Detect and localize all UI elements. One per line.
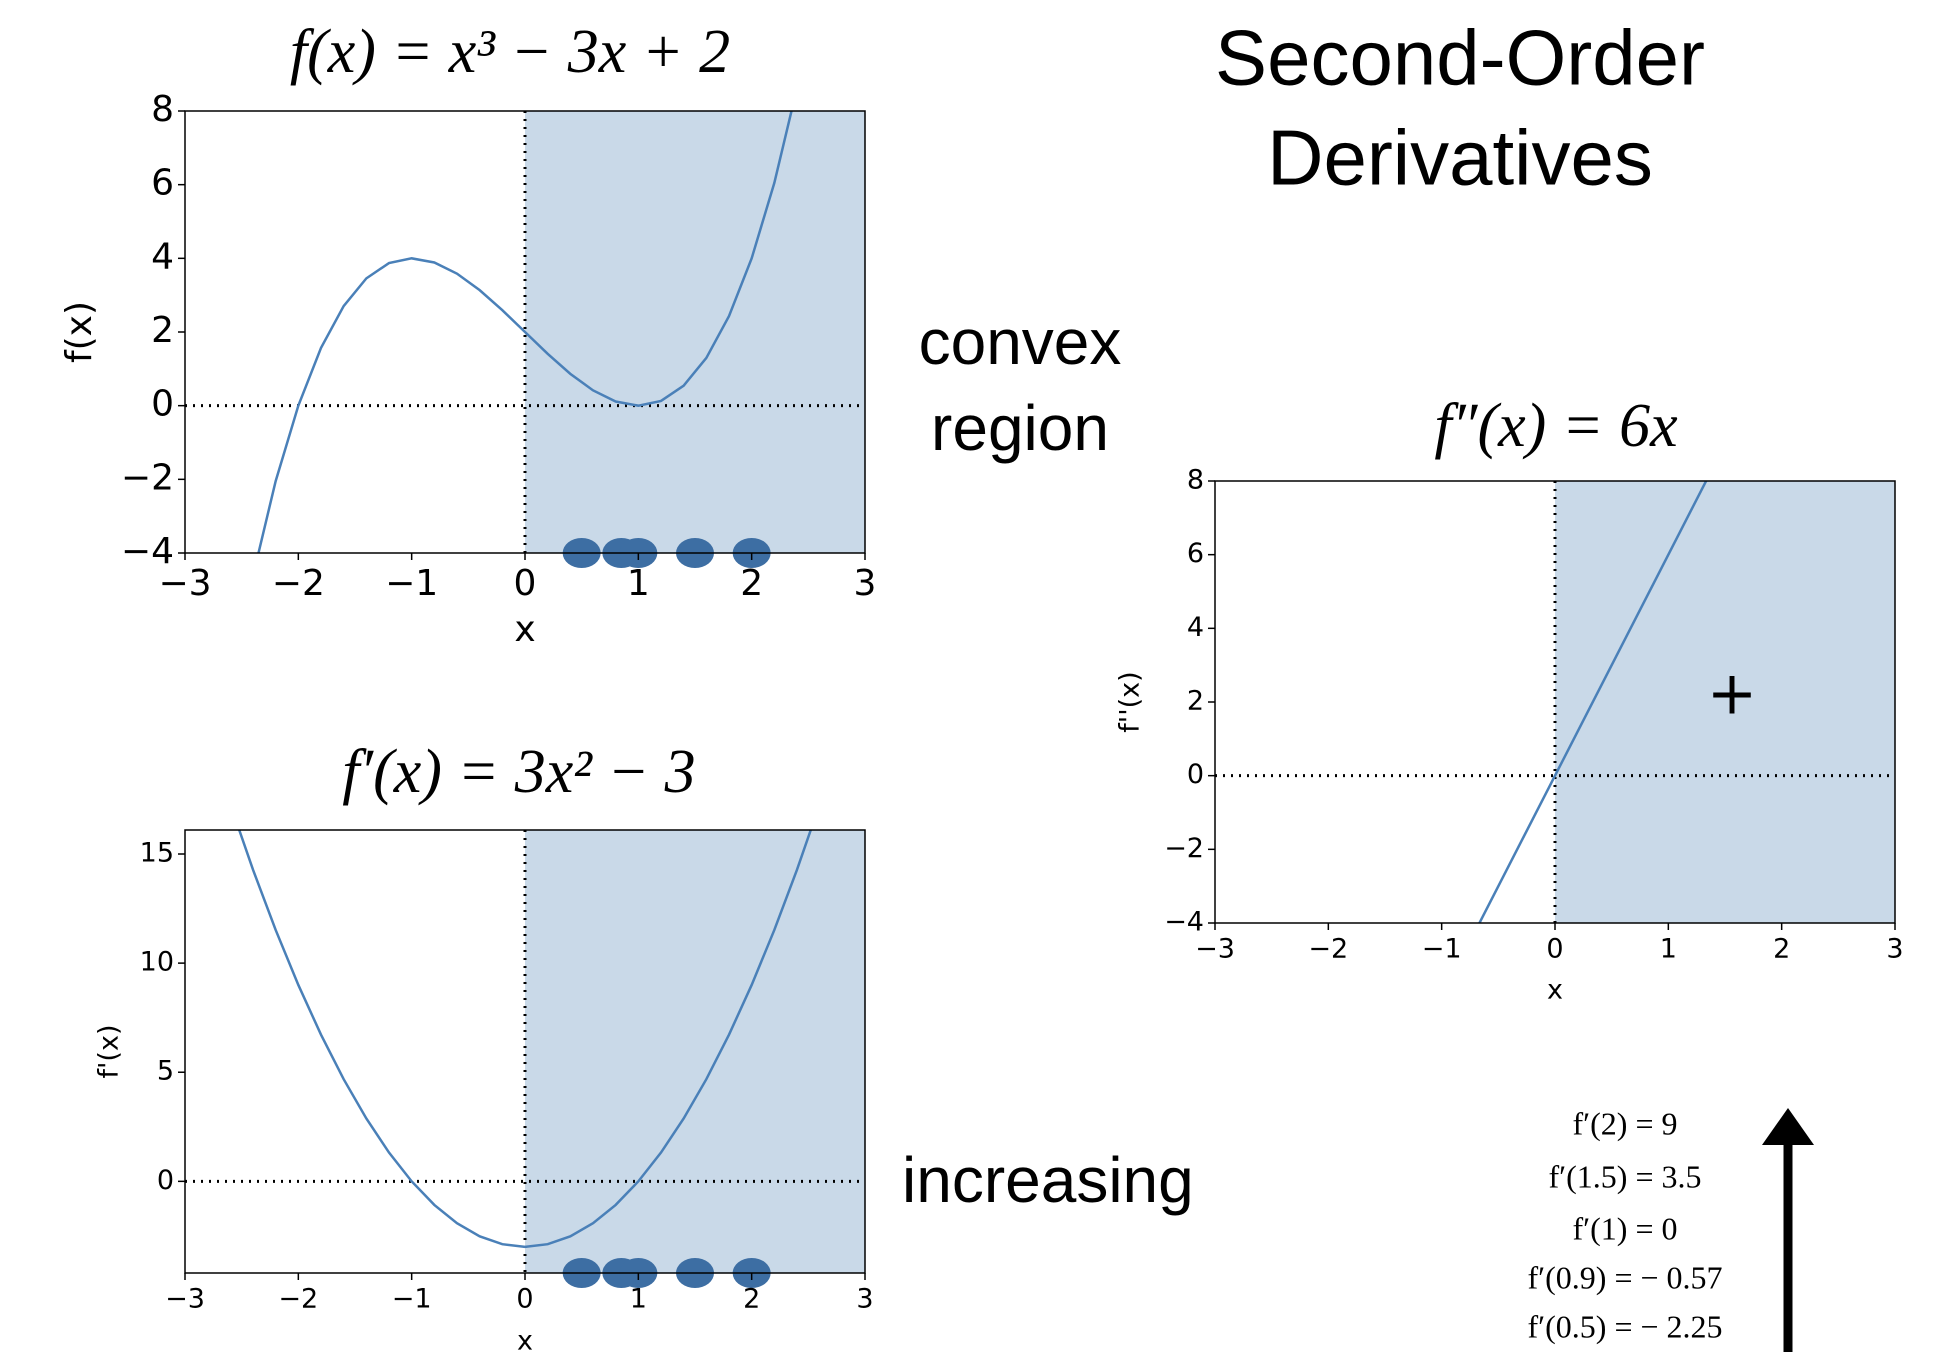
- shaded-region: [1555, 481, 1895, 923]
- shaded-region: [525, 830, 865, 1273]
- note: f′(0.5) = − 2.25: [1527, 1308, 1722, 1344]
- y-tick-label: 5: [157, 1056, 174, 1087]
- x-tick-label: −3: [158, 563, 211, 604]
- chart-title: f″(x) = 6x: [1434, 392, 1678, 460]
- curve: [237, 830, 813, 1249]
- x-tick-label: 0: [1546, 933, 1563, 964]
- y-tick-label: 2: [151, 310, 174, 351]
- x-tick-label: 1: [627, 563, 650, 604]
- x-axis-label: x: [514, 609, 535, 650]
- x-tick-label: 2: [1773, 933, 1790, 964]
- curve: [257, 111, 793, 553]
- y-tick-label: 15: [140, 838, 174, 869]
- x-tick-label: −1: [392, 1283, 432, 1314]
- x-tick-label: 3: [856, 1283, 873, 1314]
- side-label: convex: [919, 306, 1122, 378]
- y-tick-label: 6: [1187, 538, 1204, 569]
- x-tick-label: 2: [740, 563, 763, 604]
- chart: −3 −2 −1 0 1 2 3 −4 −2 0 2 4 6 8 x f(x) f(x) = x³ − 3x +…: [59, 18, 877, 650]
- x-tick-label: 3: [854, 563, 877, 604]
- arrow-head: [1762, 1108, 1814, 1145]
- note: f′(0.9) = − 0.57: [1527, 1259, 1722, 1295]
- x-tick-label: 1: [630, 1283, 647, 1314]
- x-axis-label: x: [1547, 975, 1563, 1006]
- side-label: increasing: [902, 1144, 1194, 1216]
- x-tick-label: 0: [514, 563, 537, 604]
- y-tick-label: 10: [140, 947, 174, 978]
- x-axis-label: x: [517, 1326, 533, 1357]
- y-tick-label: 8: [1187, 465, 1204, 496]
- y-tick-label: 6: [151, 163, 174, 204]
- x-tick-label: −1: [1422, 933, 1462, 964]
- x-tick-label: 1: [1660, 933, 1677, 964]
- x-tick-label: −2: [1308, 933, 1348, 964]
- y-axis-label: f'(x): [94, 1025, 125, 1079]
- x-tick-label: −1: [385, 563, 438, 604]
- chart: −3 −2 −1 0 1 2 3 0 5 10 15 x f'(x) f′(x) = 3x² − 3: [94, 738, 874, 1357]
- slide-title: Derivatives: [1267, 114, 1653, 202]
- y-tick-label: 2: [1187, 686, 1204, 717]
- y-tick-label: 4: [151, 236, 174, 277]
- annotation: +: [1707, 659, 1757, 729]
- note: f′(1) = 0: [1572, 1210, 1677, 1246]
- y-tick-label: 4: [1187, 612, 1204, 643]
- y-axis-label: f''(x): [1115, 671, 1146, 732]
- note: f′(1.5) = 3.5: [1548, 1158, 1701, 1194]
- y-tick-label: 0: [151, 384, 174, 425]
- chart-title: f′(x) = 3x² − 3: [342, 738, 695, 806]
- note: f′(2) = 9: [1572, 1105, 1677, 1141]
- y-tick-label: 0: [1187, 759, 1204, 790]
- y-tick-label: −2: [1164, 833, 1204, 864]
- curve: [1478, 481, 1708, 923]
- slide-title: Second-Order: [1215, 14, 1705, 102]
- side-label: region: [931, 392, 1109, 464]
- x-tick-label: −2: [278, 1283, 318, 1314]
- x-tick-label: 2: [743, 1283, 760, 1314]
- chart: −3 −2 −1 0 1 2 3 −4 −2 0 2 4 6 8 x f''(x) f″(x) = 6x +: [1115, 392, 1904, 1006]
- y-tick-label: 8: [151, 89, 174, 130]
- chart-title: f(x) = x³ − 3x + 2: [290, 18, 730, 86]
- y-tick-label: −2: [121, 457, 174, 498]
- x-tick-label: 3: [1886, 933, 1903, 964]
- y-tick-label: −4: [1164, 907, 1204, 938]
- y-axis-label: f(x): [59, 301, 100, 363]
- x-tick-label: 0: [516, 1283, 533, 1314]
- x-tick-label: −2: [272, 563, 325, 604]
- y-tick-label: −4: [121, 531, 174, 572]
- x-tick-label: −3: [1195, 933, 1235, 964]
- shaded-region: [525, 111, 865, 553]
- x-tick-label: −3: [165, 1283, 205, 1314]
- y-tick-label: 0: [157, 1165, 174, 1196]
